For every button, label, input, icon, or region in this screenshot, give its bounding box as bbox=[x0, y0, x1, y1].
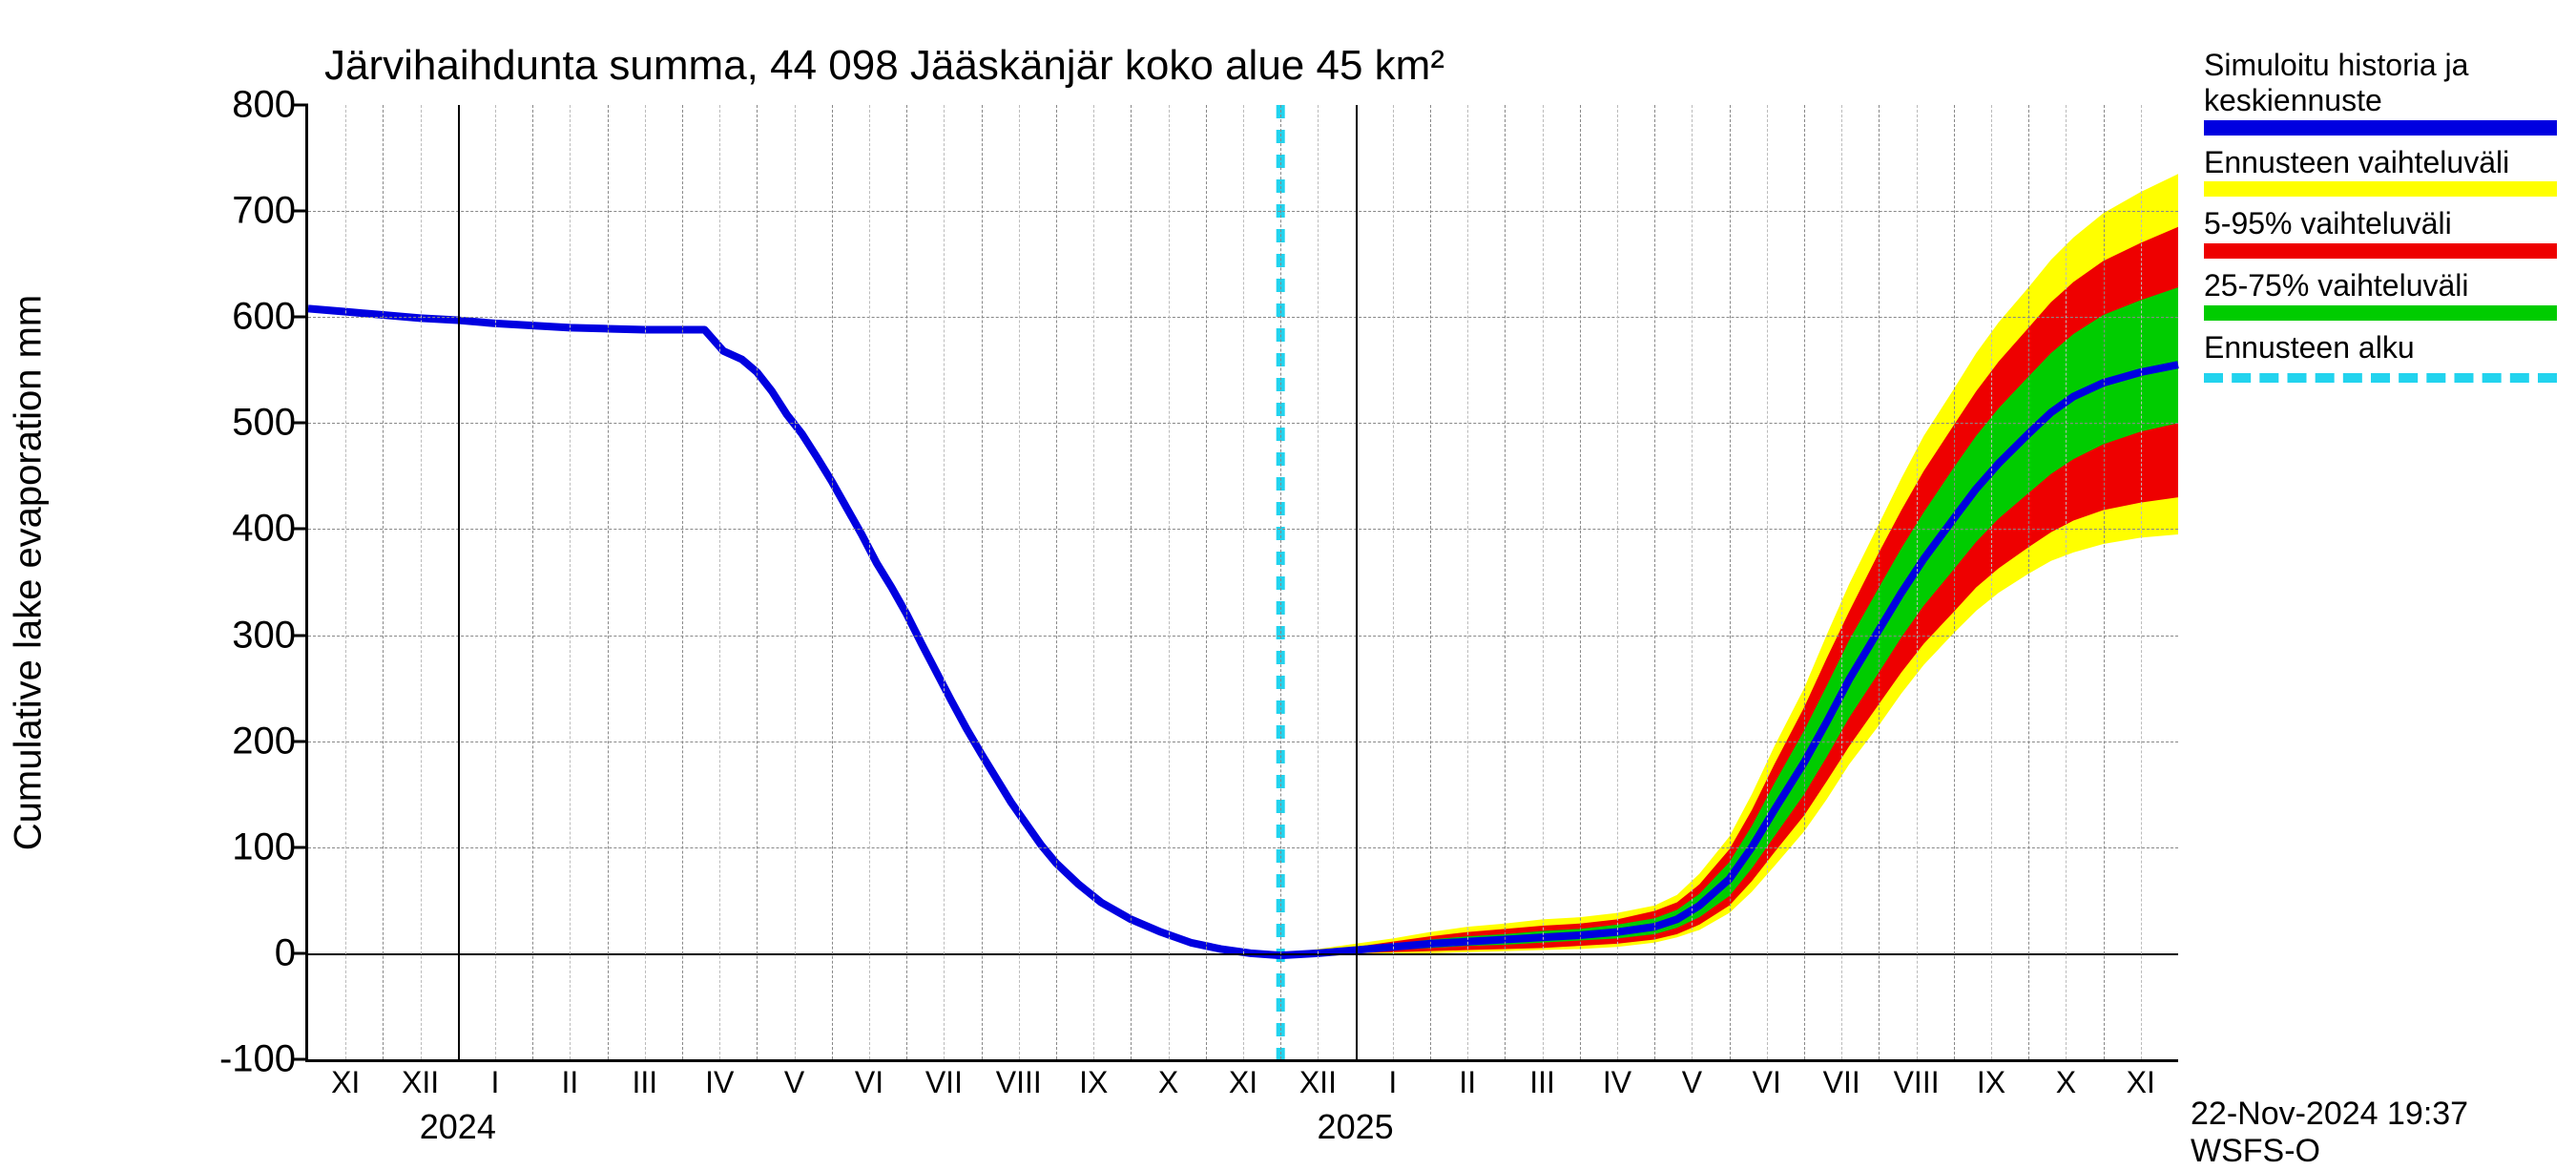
ytick-label: 800 bbox=[181, 84, 296, 127]
legend-label: 25-75% vaihteluväli bbox=[2204, 268, 2557, 303]
xtick-label: XII bbox=[1299, 1065, 1337, 1100]
xtick-label: VII bbox=[1823, 1065, 1860, 1100]
legend-item: 25-75% vaihteluväli bbox=[2204, 268, 2557, 321]
xtick-label: IV bbox=[1603, 1065, 1631, 1100]
xtick-label: XI bbox=[331, 1065, 360, 1100]
y-axis-label: Cumulative lake evaporation mm bbox=[8, 295, 51, 850]
xtick-label: IX bbox=[1079, 1065, 1108, 1100]
xtick-label: VI bbox=[855, 1065, 883, 1100]
legend-swatch bbox=[2204, 181, 2557, 197]
xtick-label: VI bbox=[1753, 1065, 1781, 1100]
xtick-label: IV bbox=[705, 1065, 734, 1100]
xtick-label: VIII bbox=[996, 1065, 1042, 1100]
xtick-label: II bbox=[1459, 1065, 1476, 1100]
legend: Simuloitu historia ja keskiennuste Ennust… bbox=[2204, 48, 2557, 396]
chart-container: Järvihaihdunta summa, 44 098 Jääskänjär … bbox=[0, 0, 2576, 1145]
ytick-label: 100 bbox=[181, 825, 296, 868]
legend-item: Ennusteen alku bbox=[2204, 330, 2557, 383]
legend-item: Simuloitu historia ja keskiennuste bbox=[2204, 48, 2557, 136]
legend-label: Ennusteen vaihteluväli bbox=[2204, 145, 2557, 180]
legend-swatch bbox=[2204, 243, 2557, 259]
xtick-label: II bbox=[562, 1065, 579, 1100]
ytick-label: 200 bbox=[181, 720, 296, 763]
legend-label: 5-95% vaihteluväli bbox=[2204, 206, 2557, 241]
xtick-label: VIII bbox=[1894, 1065, 1940, 1100]
ytick-label: -100 bbox=[181, 1038, 296, 1081]
xtick-label: I bbox=[1388, 1065, 1397, 1100]
chart-title: Järvihaihdunta summa, 44 098 Jääskänjär … bbox=[324, 42, 1444, 90]
xtick-label: IX bbox=[1977, 1065, 2005, 1100]
xtick-label: XI bbox=[2127, 1065, 2155, 1100]
xtick-label: III bbox=[1529, 1065, 1555, 1100]
xtick-label: VII bbox=[925, 1065, 963, 1100]
ytick-label: 700 bbox=[181, 190, 296, 233]
legend-label: Simuloitu historia ja keskiennuste bbox=[2204, 48, 2557, 118]
xyear-label: 2024 bbox=[420, 1107, 496, 1147]
xtick-label: V bbox=[1682, 1065, 1702, 1100]
xyear-label: 2025 bbox=[1318, 1107, 1394, 1147]
legend-swatch bbox=[2204, 120, 2557, 136]
legend-swatch bbox=[2204, 305, 2557, 321]
legend-label: Ennusteen alku bbox=[2204, 330, 2557, 366]
xtick-label: III bbox=[632, 1065, 657, 1100]
xtick-label: X bbox=[2056, 1065, 2076, 1100]
ytick-label: 600 bbox=[181, 296, 296, 339]
xtick-label: XI bbox=[1229, 1065, 1257, 1100]
ytick-label: 300 bbox=[181, 614, 296, 657]
legend-swatch bbox=[2204, 373, 2557, 383]
plot-area: XIXIIIIIIIIIVVVIVIIVIIIIXXXIXIIIIIIIIIVV… bbox=[305, 105, 2178, 1062]
legend-item: Ennusteen vaihteluväli bbox=[2204, 145, 2557, 198]
xtick-label: X bbox=[1158, 1065, 1178, 1100]
ytick-label: 0 bbox=[181, 931, 296, 974]
ytick-label: 400 bbox=[181, 508, 296, 551]
legend-item: 5-95% vaihteluväli bbox=[2204, 206, 2557, 259]
xtick-label: I bbox=[491, 1065, 500, 1100]
xtick-label: V bbox=[784, 1065, 804, 1100]
chart-footer: 22-Nov-2024 19:37 WSFS-O bbox=[2191, 1096, 2576, 1170]
xtick-label: XII bbox=[402, 1065, 439, 1100]
ytick-label: 500 bbox=[181, 402, 296, 445]
